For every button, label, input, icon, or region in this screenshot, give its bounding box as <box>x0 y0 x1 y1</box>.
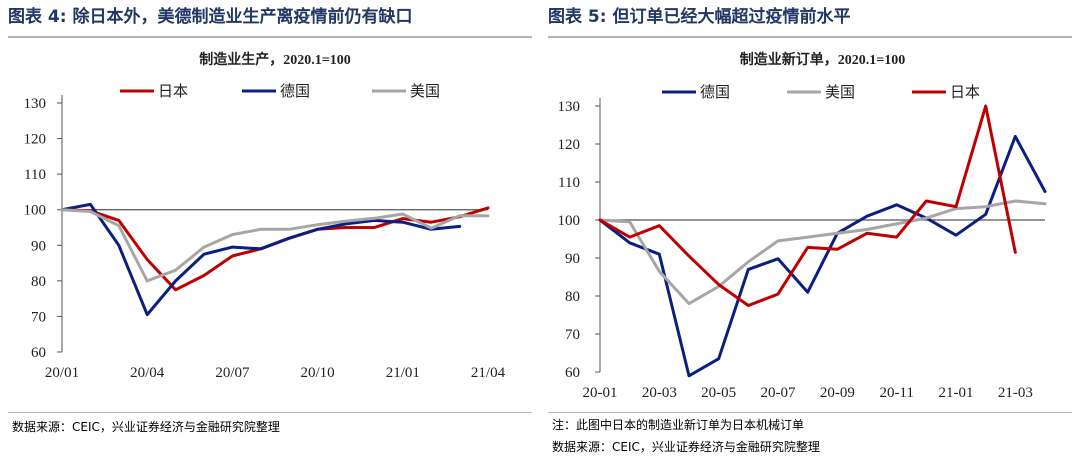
chart-title: 制造业新订单，2020.1=100 <box>740 51 905 68</box>
x-tick-label: 20-07 <box>761 385 796 401</box>
series-line-德国 <box>60 202 462 317</box>
series-line-德国 <box>598 134 1047 378</box>
y-tick-label: 120 <box>24 132 47 148</box>
x-tick-label: 20/10 <box>301 365 335 381</box>
y-tick-label: 70 <box>31 309 46 325</box>
x-tick-label: 20/01 <box>45 365 79 381</box>
figure-title: 图表 4: 除日本外，美德制造业生产离疫情前仍有缺口 <box>8 7 413 27</box>
x-tick-label: 21-03 <box>998 385 1033 401</box>
y-tick-label: 80 <box>31 274 46 290</box>
chart-title: 制造业生产，2020.1=100 <box>199 51 350 68</box>
legend-label: 日本 <box>950 84 980 101</box>
chart-manufacturing-production: 制造业生产，2020.1=100 60 70 80 90 100 110 120 130 20/0… <box>24 51 506 381</box>
y-tick-label: 120 <box>558 137 581 153</box>
legend-label: 美国 <box>825 84 855 101</box>
source-text: 数据来源：CEIC，兴业证券经济与金融研究院整理 <box>552 440 820 454</box>
y-tick-label: 60 <box>565 365 580 381</box>
series-line-日本 <box>598 104 1017 307</box>
source-divider <box>8 412 532 413</box>
y-tick-label: 110 <box>24 167 46 183</box>
y-tick-label: 100 <box>24 203 47 219</box>
source-text: 数据来源：CEIC，兴业证券经济与金融研究院整理 <box>12 420 280 434</box>
y-tick-label: 60 <box>31 345 46 361</box>
y-tick-label: 130 <box>24 96 47 112</box>
title-divider <box>548 36 1072 38</box>
y-tick-label: 80 <box>565 289 580 305</box>
note-text: 注：此图中日本的制造业新订单为日本机械订单 <box>552 418 805 432</box>
y-tick-label: 90 <box>565 251 580 267</box>
legend-label: 德国 <box>280 82 310 100</box>
legend-label: 日本 <box>158 83 188 100</box>
legend-label: 德国 <box>700 83 730 101</box>
legend-label: 美国 <box>410 83 440 100</box>
figure-title: 图表 5: 但订单已经大幅超过疫情前水平 <box>548 7 851 27</box>
x-tick-label: 20-03 <box>642 385 677 401</box>
x-tick-label: 20-05 <box>701 385 736 401</box>
x-tick-label: 21/01 <box>386 365 420 381</box>
y-tick-label: 100 <box>558 213 581 229</box>
x-tick-label: 20-11 <box>879 385 913 401</box>
series-line-美国 <box>598 199 1047 306</box>
x-tick-label: 20-01 <box>583 385 618 401</box>
series-line-日本 <box>60 206 490 292</box>
title-divider <box>8 36 532 38</box>
y-tick-label: 110 <box>558 175 580 191</box>
chart-manufacturing-new-orders: 制造业新订单，2020.1=100 60 70 80 90 100 110 120 130 20-… <box>558 51 1047 401</box>
y-tick-label: 130 <box>558 99 581 115</box>
x-tick-label: 20/07 <box>215 365 250 381</box>
x-tick-label: 20/04 <box>130 365 165 381</box>
x-tick-label: 20-09 <box>820 385 855 401</box>
x-tick-label: 21/04 <box>471 365 506 381</box>
y-tick-label: 90 <box>31 238 46 254</box>
series-line-美国 <box>60 208 490 283</box>
x-tick-label: 21-01 <box>939 385 974 401</box>
source-divider <box>548 412 1072 413</box>
chart-panel-left: 图表 4: 除日本外，美德制造业生产离疫情前仍有缺口 制造业生产，2020.1=… <box>8 7 532 434</box>
y-tick-label: 70 <box>565 327 580 343</box>
chart-panel-right: 图表 5: 但订单已经大幅超过疫情前水平 制造业新订单，2020.1=100 60… <box>540 0 1080 463</box>
